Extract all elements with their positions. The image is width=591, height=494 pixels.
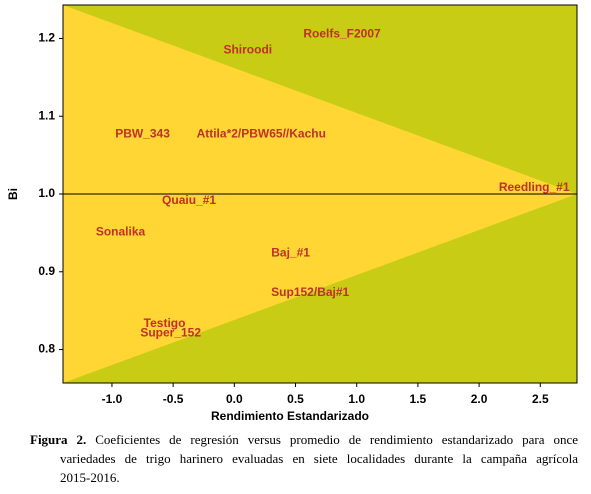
x-tick-label: 1.0 xyxy=(348,392,365,406)
point-label: Sonalika xyxy=(96,224,146,238)
y-tick-label: 1.2 xyxy=(38,31,55,45)
point-label: Testigo xyxy=(144,316,186,330)
y-axis-label: Bi xyxy=(6,188,20,200)
x-tick-label: 0.0 xyxy=(226,392,243,406)
x-tick-label: 2.5 xyxy=(532,392,549,406)
x-axis-label: Rendimiento Estandarizado xyxy=(211,409,369,423)
point-label: Baj_#1 xyxy=(271,245,310,259)
x-tick-label: -0.5 xyxy=(163,392,184,406)
chart: Roelfs_F2007 Shiroodi PBW_343 Attila*2/PBW6… xyxy=(6,4,578,423)
caption: Figura 2. Coeficientes de regresión vers… xyxy=(30,430,578,487)
point-label: Quaiu_#1 xyxy=(162,193,216,207)
caption-text: 2015-2016. xyxy=(60,470,120,485)
point-label: Reedling_#1 xyxy=(499,180,570,194)
x-tick-label: 0.5 xyxy=(287,392,304,406)
y-tick-label: 0.9 xyxy=(38,264,55,278)
y-tick-label: 0.8 xyxy=(38,342,55,356)
point-label: Shiroodi xyxy=(223,42,272,56)
point-label: Roelfs_F2007 xyxy=(303,27,381,41)
point-label: Attila*2/PBW65//Kachu xyxy=(197,126,326,140)
x-tick-label: 2.0 xyxy=(471,392,488,406)
point-label: Super_152 xyxy=(140,325,201,339)
y-tick-label: 1.0 xyxy=(38,186,55,200)
caption-text: variedades de trigo harinero evaluadas e… xyxy=(60,451,578,466)
x-tick-label: 1.5 xyxy=(410,392,427,406)
x-tick-label: -1.0 xyxy=(102,392,123,406)
point-label: PBW_343 xyxy=(115,126,170,140)
point-label: Sup152/Baj#1 xyxy=(271,285,349,299)
y-tick-label: 1.1 xyxy=(38,108,55,122)
caption-text: Coeficientes de regresión versus promedi… xyxy=(95,432,578,447)
caption-label: Figura 2. xyxy=(30,432,87,447)
